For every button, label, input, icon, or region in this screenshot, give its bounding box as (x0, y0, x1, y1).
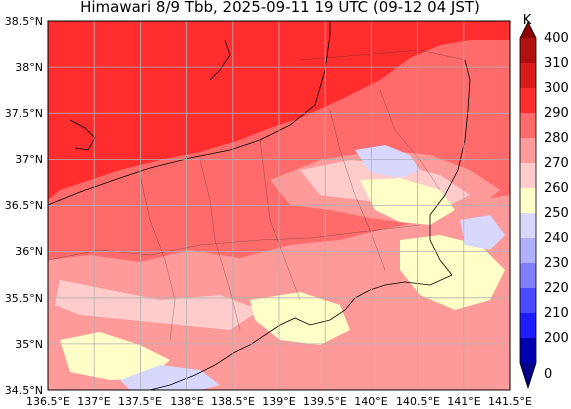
colorbar-band (520, 338, 536, 363)
x-tick-label: 138.5°E (211, 395, 255, 408)
colorbar-band (520, 88, 536, 113)
x-tick-label: 137°E (77, 395, 110, 408)
colorbar-min-extend (520, 363, 536, 388)
boundaries (47, 49, 466, 341)
x-tick-label: 139.5°E (303, 395, 347, 408)
colorbar-unit: K (523, 13, 532, 28)
colorbar-band (520, 238, 536, 263)
field-cold-cloud-east (460, 215, 505, 250)
y-tick-label: 34.5°N (5, 384, 43, 397)
y-tick-label: 35°N (15, 338, 43, 351)
colorbar-max-extend (520, 22, 536, 38)
y-axis: 38.5°N 38°N 37.5°N 37°N 36.5°N 36°N 35.5… (5, 15, 43, 397)
colorbar-tick-label: 250 (544, 206, 569, 221)
y-tick-label: 35.5°N (5, 292, 43, 305)
colorbar-tick-label: 210 (544, 306, 569, 321)
field-cold-cloud-south (120, 365, 220, 390)
colorbar-tick-label: 310 (544, 56, 569, 71)
colorbar-band (520, 63, 536, 88)
colorbar-tick-label: 280 (544, 131, 569, 146)
y-tick-label: 37°N (15, 153, 43, 166)
colorbar: K 400 310 300 290 280 270 260 250 240 23… (519, 13, 569, 390)
colorbar-tick-label: 290 (544, 106, 569, 121)
x-tick-label: 136.5°E (26, 395, 70, 408)
map-title: Himawari 8/9 Tbb, 2025-09-11 19 UTC (09-… (80, 0, 480, 16)
y-tick-label: 38.5°N (5, 15, 43, 28)
colorbar-band (520, 113, 536, 138)
coastline (47, 21, 471, 391)
colorbar-tick-label: 230 (544, 256, 569, 271)
x-axis: 136.5°E 137°E 137.5°E 138°E 138.5°E 139°… (26, 395, 532, 408)
x-tick-label: 140.5°E (396, 395, 440, 408)
graticule (48, 21, 510, 390)
colorbar-tick-label: 0 (544, 367, 552, 382)
colorbar-band (520, 163, 536, 188)
x-tick-label: 140°E (354, 395, 387, 408)
colorbar-tick-label: 300 (544, 81, 569, 96)
colorbar-band (520, 313, 536, 338)
colorbar-band (520, 288, 536, 313)
map-panel[interactable] (47, 20, 511, 391)
x-tick-label: 137.5°E (118, 395, 162, 408)
field-cloud-tops-east (400, 235, 505, 310)
colorbar-band (520, 213, 536, 238)
colorbar-band (520, 38, 536, 63)
field-cool-south (55, 280, 260, 330)
colorbar-tick-label: 260 (544, 181, 569, 196)
colorbar-tick-label: 220 (544, 281, 569, 296)
colorbar-tick-label: 200 (544, 331, 569, 346)
y-tick-label: 36.5°N (5, 199, 43, 212)
y-tick-label: 37.5°N (5, 107, 43, 120)
colorbar-band (520, 263, 536, 288)
colorbar-tick-label: 270 (544, 156, 569, 171)
y-tick-label: 38°N (15, 61, 43, 74)
colorbar-tick-label: 400 (544, 31, 569, 46)
x-tick-label: 138°E (170, 395, 203, 408)
x-tick-label: 141°E (447, 395, 480, 408)
colorbar-band (520, 138, 536, 163)
y-tick-label: 36°N (15, 245, 43, 258)
colorbar-tick-label: 240 (544, 231, 569, 246)
x-tick-label: 141.5°E (488, 395, 532, 408)
colorbar-band (520, 188, 536, 213)
x-tick-label: 139°E (262, 395, 295, 408)
colorbar-outline (519, 21, 537, 390)
